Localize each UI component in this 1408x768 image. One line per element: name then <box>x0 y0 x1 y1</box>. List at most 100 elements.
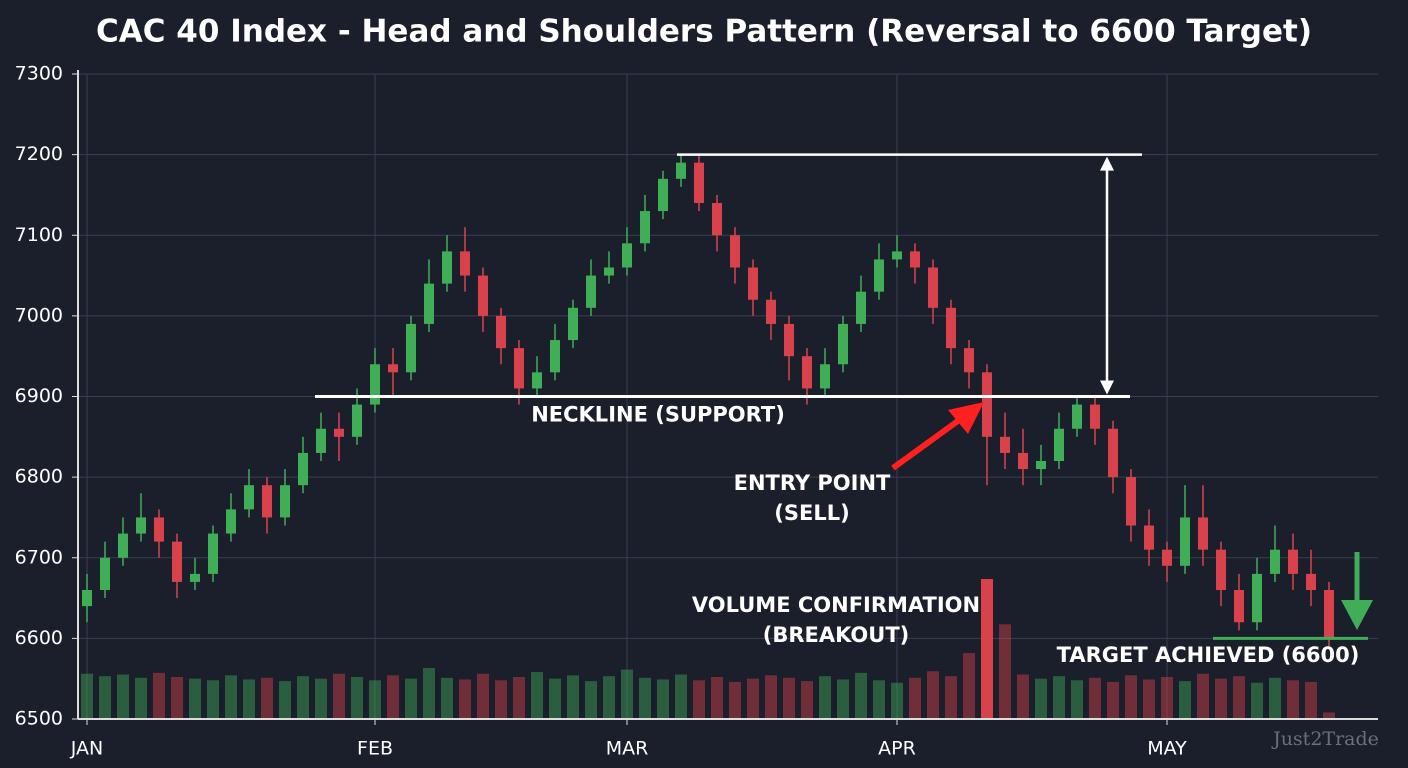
candle-body <box>1072 404 1082 429</box>
volume-bar <box>1035 678 1047 719</box>
candle-body <box>298 452 308 486</box>
volume-bar <box>1215 678 1227 719</box>
volume-bar <box>963 653 975 719</box>
volume-bar <box>1071 680 1083 719</box>
volume-bar <box>297 676 309 719</box>
target-label: TARGET ACHIEVED (6600) <box>1057 643 1360 667</box>
y-tick-label: 7100 <box>15 224 63 246</box>
entry-label: (SELL) <box>774 501 849 525</box>
candle-body <box>406 323 416 373</box>
volume-bar <box>891 682 903 719</box>
x-tick-label: MAY <box>1147 738 1187 760</box>
volume-bar <box>1251 682 1263 719</box>
candle-body <box>352 404 362 437</box>
candle-body <box>1090 404 1100 429</box>
volume-bar <box>531 672 543 719</box>
candle-body <box>514 348 524 389</box>
candle-body <box>712 203 722 236</box>
candle-body <box>658 178 668 212</box>
candle-body <box>748 267 758 300</box>
candle-body <box>568 307 578 341</box>
candle-body <box>586 275 596 308</box>
x-tick-label: APR <box>878 738 916 760</box>
candle-body <box>1018 452 1028 470</box>
volume-bar <box>333 673 345 719</box>
candle-body <box>928 267 938 308</box>
volume-bar <box>1305 681 1317 719</box>
volume-bar <box>189 678 201 719</box>
candle-body <box>1270 549 1280 574</box>
candle-body <box>1000 436 1010 453</box>
volume-bar <box>927 671 939 719</box>
arrow-head <box>1100 156 1114 171</box>
target-arrow-head <box>1341 600 1373 630</box>
volume-bar <box>621 669 633 719</box>
volume-bar <box>279 681 291 719</box>
candle-body <box>964 348 974 373</box>
candle-body <box>478 275 488 316</box>
candle-body <box>1036 461 1046 470</box>
volume-bar <box>945 676 957 719</box>
candle-body <box>82 590 92 607</box>
volume-bar <box>153 672 165 719</box>
volume-bar <box>855 672 867 719</box>
candle-body <box>334 428 344 437</box>
volume-bar <box>117 674 129 719</box>
chart-title: CAC 40 Index - Head and Shoulders Patter… <box>96 14 1312 50</box>
y-tick-label: 7200 <box>15 143 63 165</box>
entry-arrow <box>891 415 964 471</box>
volume-bar <box>1161 677 1173 719</box>
volume-bar <box>909 677 921 719</box>
candle-body <box>622 243 632 268</box>
candle-body <box>730 235 740 268</box>
volume-bar <box>1017 674 1029 719</box>
x-tick-label: MAR <box>606 738 649 760</box>
candle-body <box>118 533 128 558</box>
y-tick-label: 6500 <box>15 708 63 730</box>
volume-bar <box>459 679 471 719</box>
candle-body <box>262 485 272 518</box>
candle-body <box>1216 549 1226 590</box>
volume-bar <box>801 681 813 719</box>
candle-body <box>496 315 506 349</box>
candle-body <box>208 533 218 574</box>
candle-body <box>550 340 560 373</box>
volume-bar <box>423 667 435 719</box>
volume-bar <box>513 677 525 719</box>
volume-bar <box>243 679 255 719</box>
entry-label: ENTRY POINT <box>734 471 891 495</box>
candle-body <box>1306 573 1316 590</box>
candle-body <box>100 557 110 590</box>
volume-bar <box>657 679 669 719</box>
volume-bar <box>1269 677 1281 719</box>
candle-body <box>640 211 650 244</box>
volume-bar <box>1143 679 1155 719</box>
candle-body <box>604 267 614 276</box>
candle-body <box>172 541 182 582</box>
volume-bar <box>711 677 723 719</box>
candle-body <box>388 364 398 373</box>
candle-body <box>856 291 866 324</box>
y-tick-label: 7300 <box>15 63 63 85</box>
volume-bar <box>1089 677 1101 719</box>
candle-body <box>1180 517 1190 566</box>
candle-body <box>1198 517 1208 550</box>
candle-body <box>190 573 200 582</box>
volume-bar <box>99 676 111 719</box>
volume-bar <box>819 676 831 719</box>
candle-body <box>802 356 812 389</box>
candle-body <box>154 517 164 542</box>
volume-bar <box>783 677 795 719</box>
volume-bar <box>729 681 741 719</box>
candle-body <box>244 485 254 510</box>
y-tick-label: 6600 <box>15 627 63 649</box>
volume-bar <box>549 678 561 719</box>
x-tick-label: FEB <box>357 738 393 760</box>
volume-bar <box>135 677 147 719</box>
y-tick-label: 7000 <box>15 304 63 326</box>
candle-body <box>532 372 542 389</box>
candle-body <box>676 162 686 179</box>
candle-body <box>766 299 776 324</box>
